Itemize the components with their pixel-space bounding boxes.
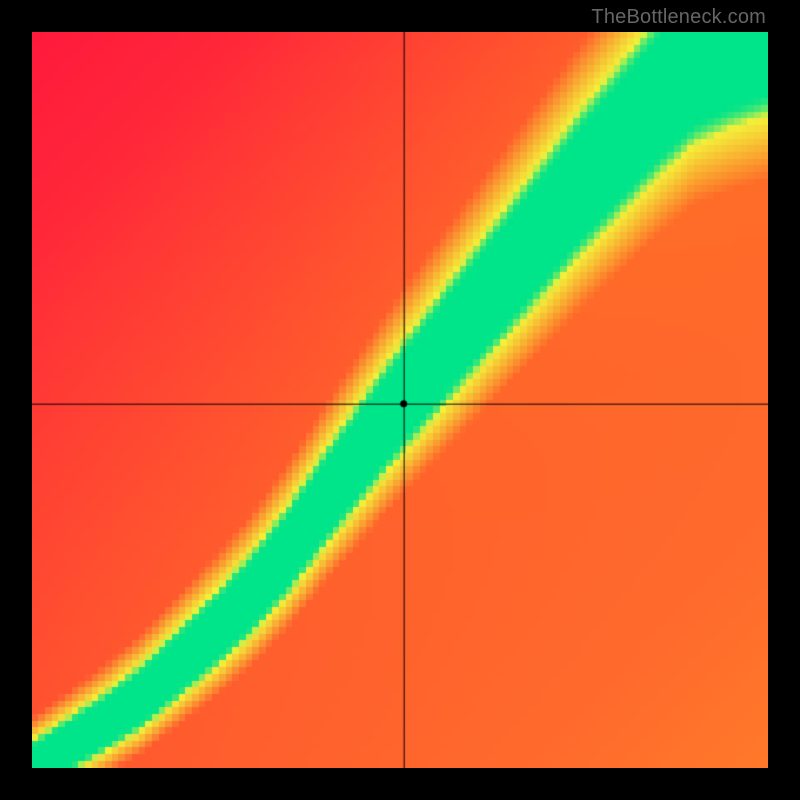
bottleneck-heatmap: [32, 32, 768, 768]
watermark-label: TheBottleneck.com: [591, 6, 766, 29]
chart-container: TheBottleneck.com: [0, 0, 800, 800]
